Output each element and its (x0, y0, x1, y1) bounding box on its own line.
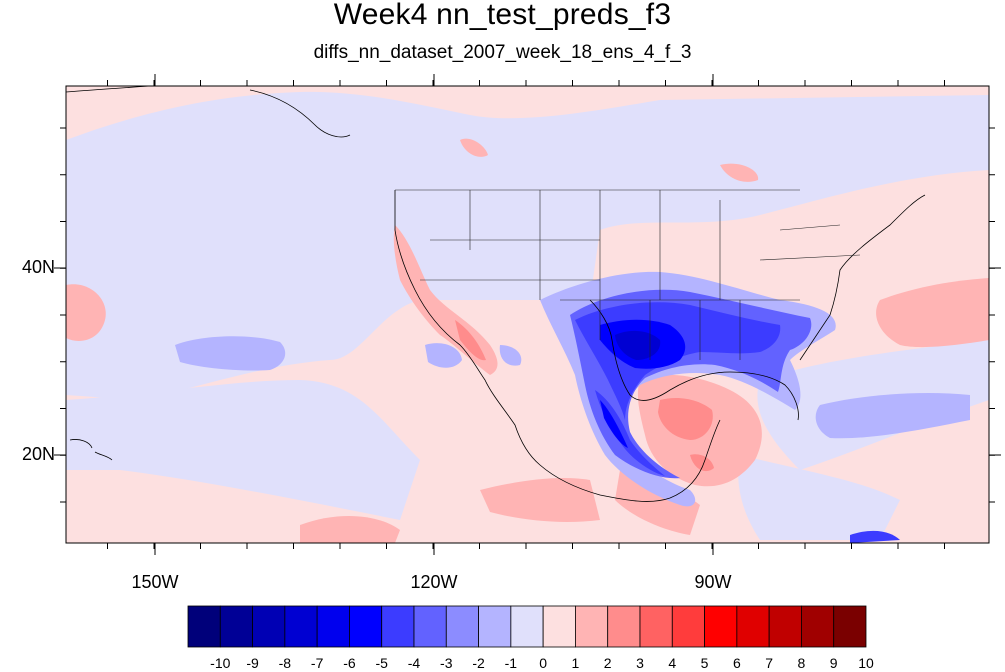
colorbar-swatch (671, 605, 705, 648)
colorbar-label: 3 (636, 655, 644, 671)
colorbar-label: -10 (210, 655, 231, 671)
colorbar-swatch (575, 605, 609, 648)
colorbar-swatch (704, 605, 738, 648)
colorbar-label: -8 (278, 655, 292, 671)
colorbar-label: 2 (603, 655, 612, 671)
blue-patch-south (850, 530, 900, 543)
colorbar-swatch (736, 605, 770, 648)
colorbar-label: -7 (310, 655, 324, 671)
colorbar-label: 10 (858, 655, 874, 671)
lat-label-20n: 20N (22, 444, 56, 464)
colorbar-label: 4 (668, 655, 677, 671)
colorbar-label: 0 (539, 655, 548, 671)
colorbar-swatch (381, 605, 415, 648)
lon-label-150w: 150W (131, 572, 179, 592)
colorbar-swatch (478, 605, 512, 648)
tick-marks (54, 74, 1001, 555)
colorbar-swatch (768, 605, 802, 648)
colorbar-swatch (510, 605, 544, 648)
state-borders (395, 189, 861, 360)
colorbar-label: 1 (571, 655, 580, 671)
colorbar-swatch (349, 605, 383, 648)
medium-red-regions (455, 320, 714, 472)
colorbar-label: 5 (700, 655, 709, 671)
colorbar (187, 605, 867, 648)
colorbar-swatch (187, 605, 221, 648)
colorbar-swatch (833, 605, 867, 648)
map-subtitle: diffs_nn_dataset_2007_week_18_ens_4_f_3 (313, 42, 692, 63)
colorbar-label: 7 (765, 655, 774, 671)
colorbar-label: -4 (407, 655, 421, 671)
colorbar-label: -5 (375, 655, 388, 671)
lon-label-90w: 90W (694, 572, 732, 592)
colorbar-swatch (607, 605, 641, 648)
light-blue-regions (66, 91, 989, 540)
colorbar-label: -9 (246, 655, 259, 671)
colorbar-swatch (284, 605, 318, 648)
colorbar-swatch (413, 605, 447, 648)
colorbar-swatch (542, 605, 576, 648)
colorbar-label: -6 (343, 655, 356, 671)
colorbar-swatch (252, 605, 286, 648)
colorbar-label: 6 (732, 655, 741, 671)
colorbar-swatch (639, 605, 673, 648)
lat-label-40n: 40N (22, 257, 56, 277)
colorbar-label: -2 (472, 655, 485, 671)
colorbar-swatch (445, 605, 479, 648)
colorbar-swatch (801, 605, 835, 648)
colorbar-label: -1 (504, 655, 518, 671)
coastlines (66, 86, 926, 502)
colorbar-swatch (219, 605, 253, 648)
colorbar-label: -3 (440, 655, 453, 671)
lon-label-120w: 120W (410, 572, 458, 592)
colorbar-label: 8 (797, 655, 806, 671)
colorbar-label: 9 (829, 655, 838, 671)
deepest-blue-anomaly (615, 330, 661, 360)
map-title: Week4 nn_test_preds_f3 (333, 0, 672, 31)
colorbar-swatch (316, 605, 350, 648)
map-plot-area (66, 86, 989, 543)
